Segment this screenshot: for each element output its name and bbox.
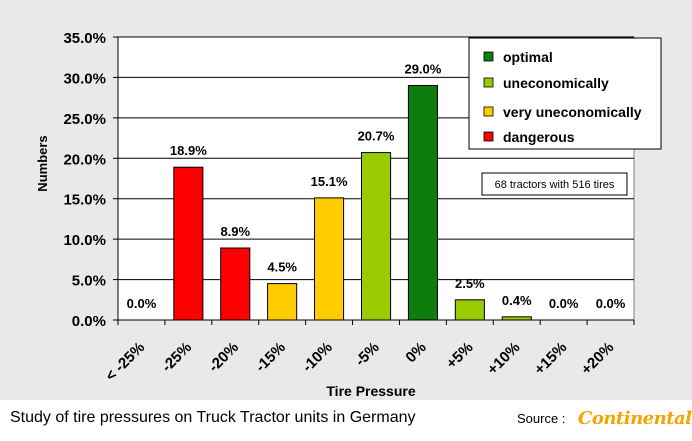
- y-tick-label: 0.0%: [72, 313, 106, 330]
- y-tick-label: 20.0%: [63, 151, 106, 168]
- legend-swatch: [483, 51, 494, 62]
- bar: [220, 247, 251, 321]
- x-tick-label: -5%: [352, 339, 383, 370]
- bar: [361, 152, 392, 321]
- data-label: 15.1%: [311, 174, 348, 189]
- x-tick-label: 0%: [402, 339, 429, 366]
- x-tick-label: +15%: [531, 339, 570, 378]
- y-tick-label: 35.0%: [63, 30, 106, 47]
- bar: [454, 299, 485, 321]
- data-label: 2.5%: [455, 276, 485, 291]
- data-label: 18.9%: [170, 143, 207, 158]
- source-label: Source :: [517, 411, 566, 426]
- y-axis-title: Numbers: [35, 135, 50, 191]
- x-tick-label: +5%: [443, 339, 477, 373]
- annotation-box: [481, 172, 628, 196]
- legend-swatch: [483, 131, 494, 142]
- y-tick-label: 25.0%: [63, 111, 106, 128]
- bar: [314, 197, 345, 321]
- bar: [173, 166, 204, 321]
- x-tick-label: -10%: [299, 339, 336, 376]
- legend-label: very uneconomically: [503, 104, 642, 120]
- legend-swatch: [483, 106, 494, 117]
- legend-swatch: [483, 77, 494, 88]
- x-tick-label: < -25%: [102, 339, 148, 385]
- data-label: 29.0%: [404, 62, 441, 77]
- logo-text: Continental: [578, 408, 692, 429]
- x-axis-title: Tire Pressure: [326, 383, 415, 399]
- data-label: 0.4%: [502, 293, 532, 308]
- data-label: 0.0%: [596, 296, 626, 311]
- y-tick-label: 10.0%: [63, 232, 106, 249]
- x-tick-label: +10%: [484, 339, 523, 378]
- y-tick-label: 30.0%: [63, 70, 106, 87]
- continental-logo: Continental: [578, 408, 692, 432]
- bar: [501, 316, 532, 321]
- data-label: 0.0%: [127, 296, 157, 311]
- y-tick-label: 15.0%: [63, 192, 106, 209]
- x-tick-label: -25%: [158, 339, 195, 376]
- bar-chart: 0.0% 5.0% 10.0% 15.0% 20.0% 25.0% 30.0% 35.0% 0.…: [35, 30, 662, 399]
- chart-caption: Study of tire pressures on Truck Tractor…: [10, 409, 416, 426]
- bar: [267, 283, 298, 321]
- data-label: 0.0%: [549, 296, 579, 311]
- legend-box: [468, 37, 662, 150]
- x-tick-label: -15%: [252, 339, 289, 376]
- y-tick-label: 5.0%: [72, 273, 106, 290]
- data-label: 8.9%: [220, 224, 250, 239]
- bar: [407, 85, 438, 321]
- legend-label: dangerous: [503, 129, 575, 145]
- x-tick-label: -20%: [205, 339, 242, 376]
- legend-label: optimal: [503, 49, 553, 65]
- legend-label: uneconomically: [503, 75, 609, 91]
- data-label: 20.7%: [358, 129, 395, 144]
- x-tick-label: +20%: [578, 339, 617, 378]
- data-label: 4.5%: [267, 260, 297, 275]
- annotation-text: 68 tractors with 516 tires: [495, 179, 615, 191]
